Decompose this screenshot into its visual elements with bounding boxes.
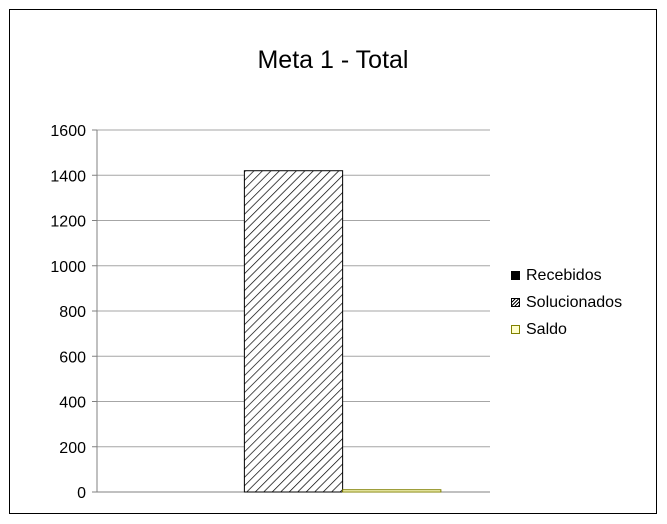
legend-swatch-recebidos <box>511 271 520 280</box>
legend-item-solucionados: Solucionados <box>511 289 622 316</box>
legend-item-recebidos: Recebidos <box>511 262 622 289</box>
legend-label-recebidos: Recebidos <box>526 267 602 285</box>
y-tick-label: 1000 <box>50 259 86 276</box>
legend: Recebidos Solucionados Saldo <box>511 262 622 343</box>
y-tick-label: 200 <box>59 440 86 457</box>
bar-solucionados <box>244 171 342 492</box>
bar-saldo <box>343 490 441 492</box>
y-tick-labels: 0 200 400 600 800 1000 1200 1400 1600 <box>50 123 86 502</box>
legend-label-solucionados: Solucionados <box>526 294 622 312</box>
legend-swatch-saldo <box>511 325 520 334</box>
y-tick-label: 1200 <box>50 214 86 231</box>
legend-label-saldo: Saldo <box>526 321 567 339</box>
legend-item-saldo: Saldo <box>511 316 622 343</box>
y-tick-label: 400 <box>59 395 86 412</box>
legend-swatch-solucionados <box>511 298 520 307</box>
y-tick-label: 1400 <box>50 168 86 185</box>
bars <box>244 171 441 492</box>
y-tick-label: 0 <box>77 485 86 502</box>
y-tick-label: 1600 <box>50 123 86 140</box>
y-tick-label: 600 <box>59 349 86 366</box>
y-tick-label: 800 <box>59 304 86 321</box>
